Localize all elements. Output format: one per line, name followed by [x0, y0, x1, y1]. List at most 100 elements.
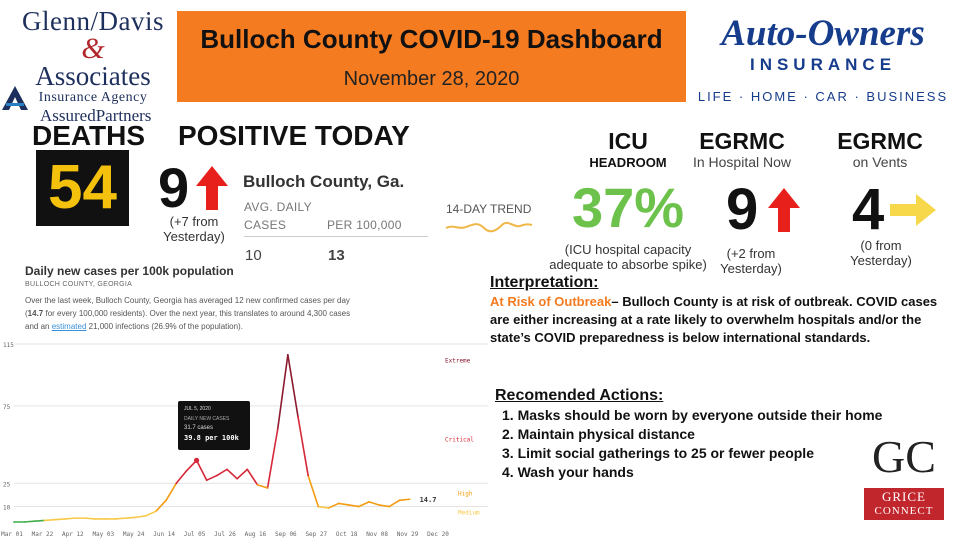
auto-owners-logo: Auto-Owners INSURANCE LIFE · HOME · CAR …	[688, 14, 958, 108]
series-line-segment	[347, 504, 360, 508]
series-line-segment	[317, 505, 330, 509]
positive-today-label: POSITIVE TODAY	[178, 120, 410, 151]
egrmc-vents-sublabel: on Vents	[852, 154, 908, 170]
series-line-segment	[327, 502, 340, 509]
tooltip-label: DAILY NEW CASES	[184, 416, 230, 422]
interpretation-text: – Bulloch County is at risk of outbreak.…	[490, 294, 938, 345]
x-tick-label: Aug 16	[245, 531, 267, 538]
data-point	[287, 354, 289, 356]
auto-owners-brand: Auto-Owners	[721, 13, 925, 54]
assured-partners-icon	[2, 86, 28, 110]
right-arrow-icon	[890, 194, 936, 226]
icu-label: ICU	[608, 128, 648, 154]
data-point	[165, 499, 167, 502]
series-line-segment	[145, 510, 157, 517]
data-point	[43, 519, 46, 522]
data-point	[297, 415, 299, 418]
list-item: 1. Masks should be worn by everyone outs…	[502, 407, 883, 423]
data-point	[408, 498, 411, 501]
icu-note-line-1: (ICU hospital capacity	[564, 242, 692, 257]
up-arrow-icon	[196, 166, 228, 210]
x-tick-label: Jul 05	[184, 531, 206, 538]
chart-tooltip	[178, 401, 250, 450]
logo-line-1: Glenn/Davis	[22, 6, 164, 36]
data-point	[347, 504, 350, 506]
x-tick-label: May 03	[92, 531, 114, 538]
icu-note-line-2: adequate to absorbe spike)	[549, 257, 707, 272]
highlighted-point	[193, 457, 200, 463]
y-tick-label: 75	[3, 404, 11, 411]
note-line-1: (+7 from	[169, 214, 219, 229]
data-point	[53, 518, 56, 521]
auto-owners-insurance: INSURANCE	[749, 55, 897, 74]
series-line-segment	[53, 518, 66, 521]
data-point	[246, 468, 249, 471]
positive-today-value: 9	[158, 156, 190, 219]
data-point	[185, 470, 188, 472]
action-3: Limit social gatherings to 25 or fewer p…	[517, 445, 814, 461]
x-tick-label: May 24	[123, 531, 145, 538]
y-tick-label: 115	[3, 342, 14, 349]
series-line-segment	[256, 484, 269, 489]
egrmc-vents-label: EGRMC	[837, 128, 923, 154]
y-tick-label: 25	[3, 481, 11, 488]
zone-label: Critical	[445, 437, 474, 444]
data-point	[13, 521, 15, 523]
per-100k-header: PER 100,000	[327, 218, 402, 232]
trend-sparkline	[445, 221, 533, 233]
data-point	[114, 518, 117, 520]
note-line-2: Yesterday)	[163, 229, 225, 244]
desc-part-3: 21,000 infections (26.9% of the populati…	[86, 322, 243, 331]
data-point	[74, 517, 76, 519]
x-tick-label: Jun 14	[153, 531, 175, 538]
x-tick-label: Jul 26	[214, 531, 236, 538]
series-line-segment	[33, 519, 46, 523]
egrmc-hospital-label: EGRMC	[699, 128, 785, 154]
desc-part-1: Over the last week, Bulloch County, Geor…	[25, 296, 350, 318]
data-point	[145, 515, 147, 517]
deaths-label: DEATHS	[32, 120, 146, 151]
data-point	[124, 517, 127, 519]
list-item: 4. Wash your hands	[502, 464, 634, 480]
x-tick-label: Sep 27	[305, 531, 327, 538]
page-date: November 28, 2020	[343, 68, 520, 90]
data-point	[276, 428, 279, 430]
desc-bold: 14.7	[27, 309, 44, 318]
avg-daily-header-2: CASES	[244, 218, 287, 232]
series-line-segment	[63, 517, 76, 520]
series-line-segment	[23, 520, 36, 523]
estimated-link[interactable]: estimated	[51, 322, 87, 331]
data-point	[205, 479, 208, 482]
grice-connect-logo: GC	[872, 431, 936, 482]
series-line-segment	[297, 415, 309, 477]
tooltip-date: JUL 5, 2020	[184, 406, 211, 412]
icu-sublabel: HEADROOM	[589, 155, 667, 170]
series-line-segment	[175, 470, 188, 485]
series-line-segment	[246, 468, 259, 486]
series-line-segment	[134, 515, 147, 519]
series-line-segment	[226, 468, 238, 480]
data-point	[266, 487, 269, 489]
data-point	[134, 516, 137, 519]
data-point	[256, 484, 259, 486]
data-point	[378, 504, 380, 506]
page-title: Bulloch County COVID-19 Dashboard	[200, 24, 663, 54]
series-line-segment	[165, 482, 178, 502]
chart-title: Daily new cases per 100k population	[25, 264, 234, 278]
stats-header: AVG. DAILY	[244, 200, 426, 214]
x-tick-label: Mar 22	[32, 531, 54, 538]
series-line-segment	[114, 517, 127, 520]
avg-daily-value: 10	[245, 247, 262, 264]
egrmc-hospital-note-2: Yesterday)	[720, 261, 782, 276]
deaths-value: 54	[48, 153, 117, 222]
series-line-segment	[337, 502, 350, 506]
stats-divider	[244, 236, 428, 237]
egrmc-hospital-sublabel: In Hospital Now	[692, 154, 792, 170]
series-line-segment	[84, 517, 96, 520]
series-line-segment	[388, 499, 401, 508]
x-tick-label: Apr 12	[62, 531, 84, 538]
icu-value: 37%	[571, 176, 685, 239]
action-2: Maintain physical distance	[517, 426, 695, 442]
series-line-segment	[124, 516, 137, 519]
series-line-segment	[216, 468, 228, 477]
